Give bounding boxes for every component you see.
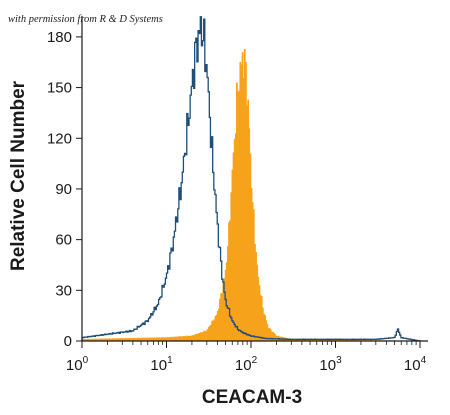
y-tick-label: 180 (47, 29, 72, 46)
y-tick-label: 30 (55, 282, 72, 299)
y-tick-label: 60 (55, 232, 72, 249)
x-axis-title: CEACAM-3 (202, 387, 302, 408)
stained-histogram-series (81, 48, 421, 342)
y-axis-title: Relative Cell Number (8, 80, 29, 271)
x-tick-label: 103 (319, 355, 342, 374)
y-tick-label: 120 (47, 130, 72, 147)
x-tick-label: 101 (150, 355, 173, 374)
y-tick-label: 150 (47, 80, 72, 97)
x-tick-label: 102 (235, 355, 258, 374)
plot-area (81, 16, 421, 342)
y-tick-label: 90 (55, 181, 72, 198)
x-tick-label: 104 (404, 355, 427, 374)
x-tick-label: 100 (66, 355, 89, 374)
control-histogram-series (81, 16, 421, 342)
permission-credit: with permission from R & D Systems (8, 14, 163, 25)
y-tick-label: 0 (64, 333, 72, 350)
